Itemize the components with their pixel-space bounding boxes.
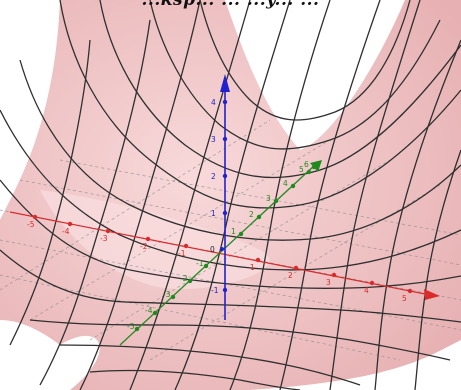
x-axis-tick-label: -3	[100, 234, 108, 243]
y-axis-tick-label: -4	[145, 306, 153, 315]
y-axis-tick-label: -3	[163, 290, 171, 299]
z-axis-tick-label: 3	[211, 135, 216, 144]
x-axis-tick-label: 5	[402, 294, 407, 303]
y-axis-tick-label: 2	[249, 210, 254, 219]
y-axis-tick-label: -5	[127, 322, 135, 331]
origin-point	[220, 247, 224, 251]
x-axis-tick-label: 2	[288, 271, 293, 280]
y-axis-tick-label: -1	[196, 259, 204, 268]
x-axis-tick-point	[255, 257, 261, 263]
y-axis-tick-point	[311, 164, 317, 170]
z-axis-tick-point	[222, 173, 228, 179]
y-axis-tick-point	[290, 183, 296, 189]
z-axis-tick-point	[222, 99, 228, 105]
y-axis-tick-label: 3	[266, 194, 271, 203]
x-axis-tick-label: 4	[364, 286, 369, 295]
origin-label: 0	[210, 245, 215, 254]
x-axis-tick-point	[407, 288, 413, 294]
y-axis-tick-point	[152, 310, 158, 316]
y-axis: -5 -4 -3 -2 -1 1 2 3 4 56	[119, 160, 322, 346]
z-axis-tick-label: 1	[211, 209, 216, 218]
z-axis-tick-point	[222, 210, 228, 216]
x-axis-tick-point	[105, 228, 111, 234]
z-axis-tick-label: 2	[211, 172, 216, 181]
x-axis-tick-label: -4	[62, 227, 70, 236]
z-axis-tick-point	[222, 287, 228, 293]
y-axis-tick-label: 4	[283, 179, 288, 188]
y-axis-tick-point	[134, 326, 140, 332]
y-axis-tick-point	[306, 169, 312, 175]
caption-text: ...ksp... ... ...y... ...	[141, 0, 320, 10]
x-axis-tick-point	[183, 243, 189, 249]
x-axis-tick-point	[67, 221, 73, 227]
x-axis-tick-point	[293, 265, 299, 271]
x-axis-tick-point	[32, 214, 38, 220]
x-axis-tick-point	[369, 280, 375, 286]
y-axis-tick-point	[273, 198, 279, 204]
mesh-curves-family-b	[9, 0, 461, 390]
y-axis-tick-label: 6	[304, 160, 309, 169]
y-axis-tick-point	[170, 294, 176, 300]
z-axis: -1 1 2 3 4	[211, 74, 230, 320]
x-axis-tick-label: -2	[140, 242, 148, 251]
x-axis-tick-point	[331, 272, 337, 278]
x-axis-tick-label: 3	[326, 278, 331, 287]
y-axis-tick-label: 5	[299, 165, 304, 174]
x-axis-tick-label: 1	[250, 263, 255, 272]
x-axis-tick-label: -5	[27, 220, 35, 229]
x-axis-tick-point	[145, 236, 151, 242]
x-axis-tick-label: -1	[178, 249, 186, 258]
z-axis-tick-point	[222, 136, 228, 142]
z-axis-tick-label: 4	[211, 98, 216, 107]
y-axis-tick-point	[256, 214, 262, 220]
y-axis-tick-point	[203, 263, 209, 269]
z-axis-tick-label: -1	[211, 286, 219, 295]
x-axis: -5 -4 -3 -2 -1 1 2 3 4 5	[9, 211, 440, 303]
y-axis-tick-point	[187, 278, 193, 284]
surface-highlight	[40, 190, 270, 290]
y-axis-tick-label: 1	[231, 227, 236, 236]
y-axis-tick-label: -2	[180, 274, 188, 283]
y-axis-tick-point	[238, 231, 244, 237]
